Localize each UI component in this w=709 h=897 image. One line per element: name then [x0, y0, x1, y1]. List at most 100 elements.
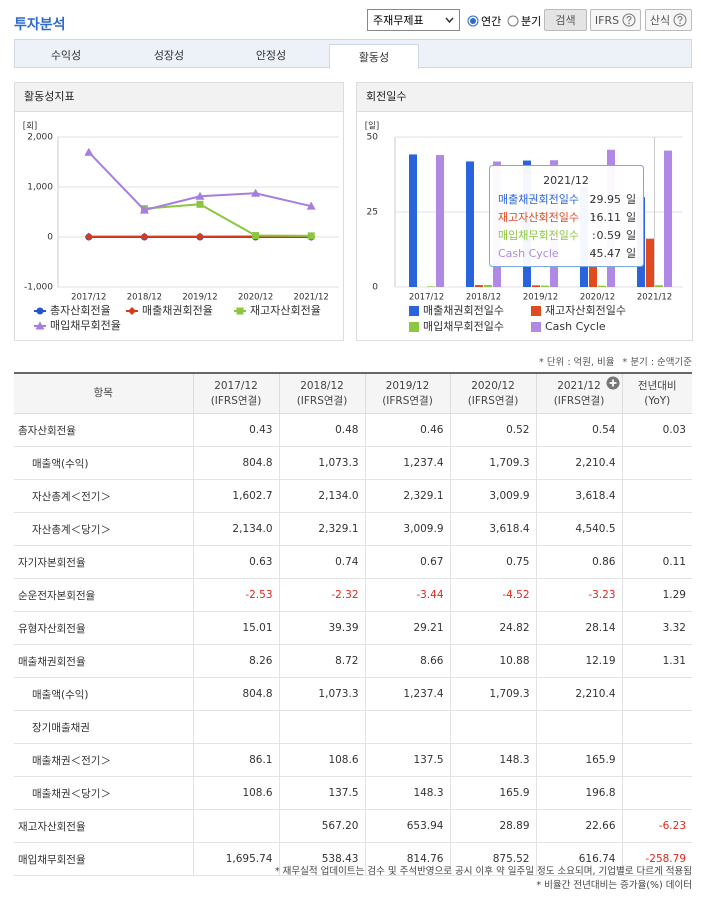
tab[interactable]: 안정성 — [255, 48, 287, 62]
tooltip-unit: 일 — [626, 228, 636, 242]
row-label: 재고자산회전율 — [18, 820, 86, 833]
value-cell: 165.9 — [535, 743, 623, 777]
cell-value: 1.29 — [662, 589, 686, 601]
ifrs-button[interactable]: IFRS — [590, 9, 641, 31]
row-label: 순운전자본회전율 — [18, 589, 96, 602]
value-cell: 804.8 — [192, 446, 280, 480]
legend-label: 매출채권회전일수 — [423, 303, 504, 317]
cell-value: 1,237.4 — [403, 688, 444, 700]
bar — [475, 285, 483, 287]
cell-value: 108.6 — [328, 754, 359, 766]
tooltip-value: 45.47 — [590, 247, 622, 260]
cell-value: 15.01 — [242, 622, 273, 634]
value-cell: 22.66 — [535, 809, 623, 843]
notes: * 단위 : 억원, 비율 * 분기 : 순액기준 — [539, 354, 692, 368]
value-cell: 1,709.3 — [449, 677, 537, 711]
add-column-icon[interactable] — [606, 376, 620, 390]
formula-button[interactable]: 산식 — [645, 9, 692, 31]
search-button[interactable]: 검색 — [544, 9, 587, 31]
cell-value: 8.72 — [335, 655, 359, 667]
cell-value: 12.19 — [585, 655, 616, 667]
header-text: 2020/12 — [471, 379, 515, 392]
bar — [436, 155, 444, 287]
cell-value: -4.52 — [502, 589, 530, 601]
cell-value: 148.3 — [499, 754, 530, 766]
value-cell — [621, 446, 692, 480]
cell-value: 1.31 — [662, 655, 686, 667]
radio-annual[interactable]: 연간 — [467, 13, 501, 29]
x-tick-label: 2019/12 — [523, 293, 558, 303]
x-tick-label: 2021/12 — [294, 293, 329, 303]
note: * 단위 : 억원, 비율 — [539, 357, 615, 368]
thead: 항목 2017/12 (IFRS연결) 2018/12 (IFRS연결) 2019/12 (… — [14, 372, 692, 414]
cell-value: 0.48 — [335, 424, 359, 436]
value-cell: 1,073.3 — [278, 446, 366, 480]
value-cell — [192, 809, 280, 843]
value-cell — [449, 710, 537, 744]
table-row: 매출채권＜전기＞ 86.1 108.6 137.5 148.3 165.9 — [14, 743, 692, 777]
cell-value: 0.46 — [420, 424, 444, 436]
legend-label: Cash Cycle — [545, 320, 606, 333]
bar — [484, 284, 492, 287]
x-tick-label: 2018/12 — [466, 293, 501, 303]
cell-value: 2,210.4 — [575, 457, 616, 469]
value-cell — [621, 776, 692, 810]
bar — [541, 285, 549, 287]
cell-value: 148.3 — [413, 787, 444, 799]
header-text: (IFRS연결) — [382, 394, 433, 407]
cell-value: 804.8 — [242, 457, 273, 469]
tooltip-separator: : — [592, 211, 596, 224]
value-cell — [364, 710, 451, 744]
note: * 분기 : 순액기준 — [622, 357, 692, 368]
chart-title: 회전일수 — [366, 89, 406, 103]
point — [84, 147, 94, 156]
point — [196, 232, 204, 241]
value-cell — [278, 710, 366, 744]
header-text: 항목 — [93, 387, 113, 399]
cell-value: 653.94 — [406, 820, 444, 832]
tab[interactable]: 수익성 — [50, 48, 82, 62]
radio-quarter[interactable]: 분기 — [507, 13, 541, 29]
table-row: 자기자본회전율 0.63 0.74 0.67 0.75 0.86 0.11 — [14, 545, 692, 579]
row-label-cell: 총자산회전율 — [14, 413, 194, 447]
point — [251, 188, 261, 197]
help-icon — [673, 13, 687, 27]
header-text: (IFRS연결) — [210, 394, 262, 407]
legend-label: 재고자산회전율 — [250, 304, 321, 317]
value-cell: 0.46 — [364, 413, 451, 447]
cell-value: 2,210.4 — [575, 688, 616, 700]
legend-label: 매입채무회전일수 — [423, 319, 504, 333]
cell-value: 2,134.0 — [318, 490, 359, 502]
footnote: * 비율간 전년대비는 증가율(%) 데이터 — [536, 880, 692, 891]
value-cell: -3.23 — [535, 578, 623, 612]
value-cell: 24.82 — [449, 611, 537, 645]
cell-value: 1,695.74 — [225, 853, 273, 865]
value-cell: 0.74 — [278, 545, 366, 579]
table-row: 매출액(수익) 804.8 1,073.3 1,237.4 1,709.3 2,210.4 — [14, 677, 692, 711]
panel — [14, 82, 344, 341]
value-cell: 814.76 — [364, 842, 451, 876]
value-cell: 567.20 — [278, 809, 366, 843]
tab-active[interactable]: 활동성 — [329, 44, 419, 69]
cell-value: 4,540.5 — [575, 523, 616, 535]
value-cell: -3.44 — [364, 578, 451, 612]
bar — [427, 286, 435, 287]
tab[interactable]: 성장성 — [153, 48, 185, 62]
bar — [532, 285, 540, 287]
header-text: 2021/12 — [557, 379, 601, 392]
tbody: 총자산회전율 0.43 0.48 0.46 0.52 0.54 0.03 매출액(수익) 804… — [14, 413, 692, 876]
tooltip-separator: : — [592, 247, 596, 260]
bar — [664, 150, 672, 287]
point — [35, 321, 45, 330]
x-tick-label: 2018/12 — [127, 293, 162, 303]
header-text: (YoY) — [644, 394, 671, 407]
cell-value: 39.39 — [328, 622, 359, 634]
row-label-cell: 매입채무회전율 — [14, 842, 194, 876]
report-select[interactable]: 주재무제표 — [367, 9, 460, 31]
cell-value: 804.8 — [242, 688, 273, 700]
value-cell: 15.01 — [192, 611, 280, 645]
table-row: 재고자산회전율 567.20 653.94 28.89 22.66 -6.23 — [14, 809, 692, 843]
y-tick-label: 25 — [367, 208, 378, 218]
row-label: 매출액(수익) — [32, 688, 89, 701]
